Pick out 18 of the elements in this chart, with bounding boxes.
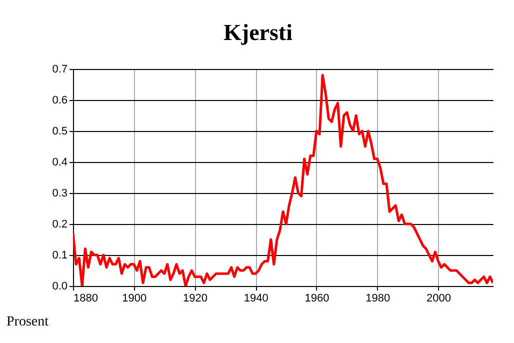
y-tick-label: 0.5 (52, 126, 68, 138)
x-tick-label: 2000 (426, 292, 451, 304)
y-tick-label: 0.3 (52, 188, 68, 200)
x-tick-label: 1900 (122, 292, 147, 304)
x-tick-label: 1960 (304, 292, 330, 304)
y-tick-label: 0.4 (52, 156, 68, 168)
y-tick-label: 0.1 (52, 250, 68, 262)
x-tick-label: 1940 (244, 292, 268, 304)
y-tick-label: 0.0 (52, 280, 68, 292)
line-series (73, 74, 493, 286)
x-tick-label: 1920 (182, 292, 208, 304)
x-tick-label: 1980 (366, 292, 390, 304)
y-axis-title: Prosent (6, 314, 49, 330)
x-tick-label: 1880 (74, 292, 98, 304)
chart-title: Kjersti (224, 20, 294, 45)
y-tick-label: 0.2 (52, 218, 68, 230)
y-tick-label: 0.7 (52, 64, 68, 76)
y-tick-label: 0.6 (52, 94, 68, 106)
